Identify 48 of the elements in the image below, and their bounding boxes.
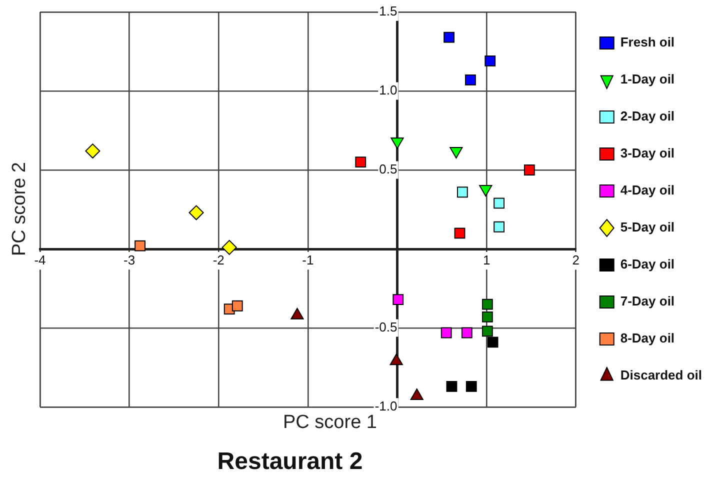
- legend-label: 5-Day oil: [620, 220, 675, 235]
- point: [466, 381, 477, 392]
- x-tick-label: 1: [482, 252, 490, 268]
- point: [355, 156, 366, 168]
- point: [440, 327, 452, 338]
- point: [222, 240, 237, 255]
- point: [456, 186, 468, 198]
- y-tick-label: 1.5: [379, 4, 398, 19]
- point: [461, 327, 472, 338]
- y-axis-title: PC score 2: [9, 161, 31, 258]
- legend-label: 2-Day oil: [620, 108, 675, 124]
- point: [494, 198, 505, 209]
- point: [482, 326, 493, 337]
- x-tick-label: -1: [302, 252, 314, 268]
- point: [446, 381, 458, 392]
- x-tick-label: -4: [34, 252, 46, 268]
- point: [232, 300, 243, 312]
- point: [487, 336, 498, 348]
- y-tick-label: 1.0: [379, 82, 398, 98]
- point: [479, 184, 492, 196]
- x-tick-label: -3: [124, 252, 136, 268]
- legend-label: 8-Day oil: [620, 330, 675, 346]
- point: [465, 74, 476, 86]
- x-axis-title: PC score 1: [282, 412, 378, 434]
- point: [482, 298, 493, 310]
- y-tick-label: 0.5: [379, 162, 398, 177]
- legend-label: 7-Day oil: [620, 294, 675, 309]
- y-tick-label: -0.5: [374, 320, 398, 335]
- point: [444, 32, 454, 43]
- point: [392, 294, 404, 306]
- legend-label: 3-Day oil: [620, 146, 675, 161]
- legend-label: 6-Day oil: [620, 256, 675, 272]
- text: Restaurant 2: [216, 448, 364, 476]
- point: [188, 205, 204, 220]
- x-tick-label: 2: [572, 252, 580, 268]
- point: [494, 221, 505, 232]
- legend-label: 1-Day oil: [620, 72, 675, 87]
- legend-label: 4-Day oil: [620, 182, 675, 198]
- point: [85, 144, 100, 159]
- point: [482, 311, 493, 322]
- point: [524, 164, 535, 176]
- x-tick-label: -2: [212, 252, 224, 268]
- point: [454, 228, 466, 239]
- point: [134, 240, 146, 252]
- legend-label: Fresh oil: [620, 34, 675, 50]
- legend-label: Discarded oil: [620, 368, 702, 383]
- y-tick-label: -1.0: [374, 398, 398, 414]
- point: [484, 56, 496, 66]
